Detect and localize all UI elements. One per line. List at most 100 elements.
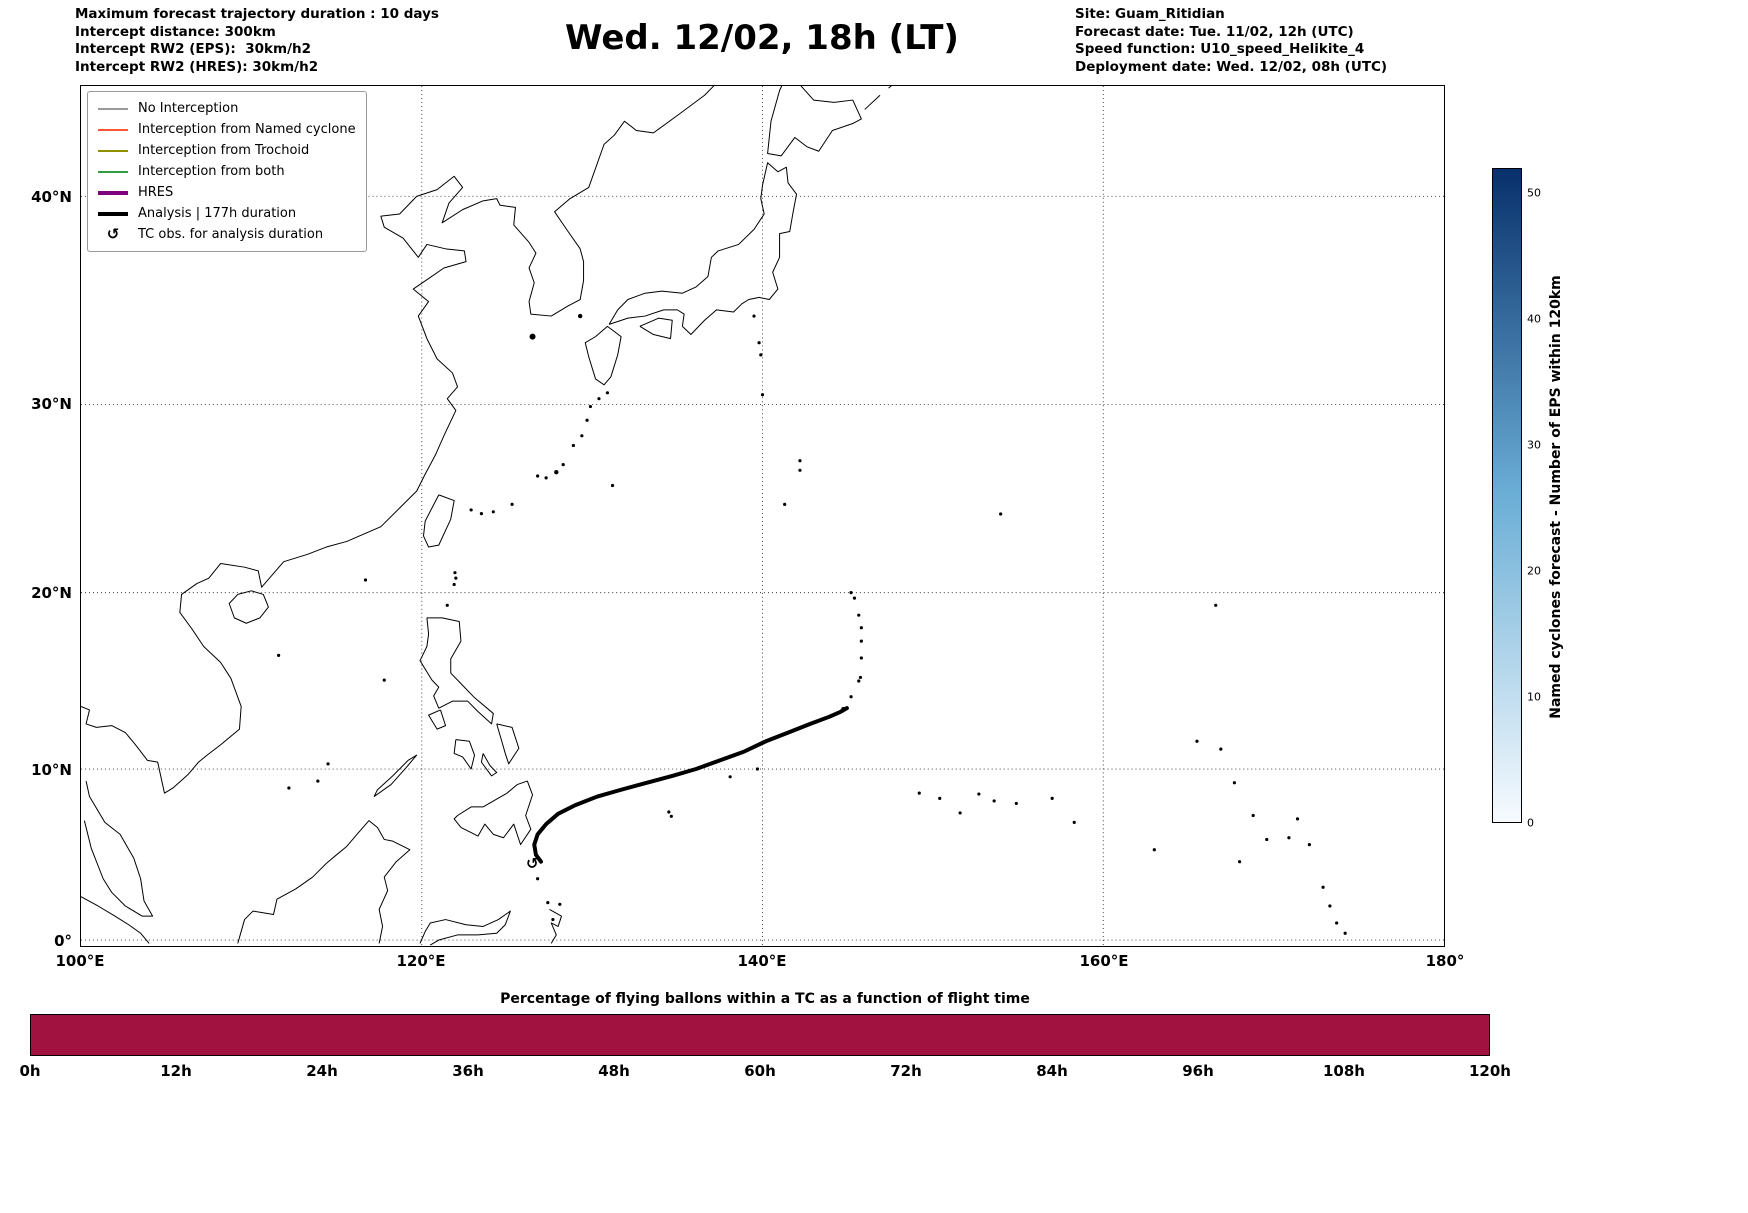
y-tick-label-20n: 20°N bbox=[31, 584, 72, 602]
y-tick-label-10n: 10°N bbox=[31, 761, 72, 779]
island-dot bbox=[798, 468, 802, 472]
map-canvas: ↺ bbox=[81, 86, 1444, 946]
time-tick-120h: 120h bbox=[1469, 1062, 1511, 1080]
y-tick-label-0: 0° bbox=[54, 932, 72, 950]
legend-line-sample bbox=[98, 211, 128, 216]
legend-label: No Interception bbox=[138, 101, 239, 116]
legend-item-named-cyclone: Interception from Named cyclone bbox=[98, 119, 356, 140]
bottom-chart-title: Percentage of flying ballons within a TC… bbox=[500, 991, 1030, 1007]
coastline bbox=[83, 780, 154, 917]
site-line-deployment: Deployment date: Wed. 12/02, 08h (UTC) bbox=[1075, 58, 1388, 75]
island-dot bbox=[1335, 921, 1339, 925]
island-dot bbox=[857, 613, 861, 617]
y-tick-label-40n: 40°N bbox=[31, 188, 72, 206]
island-dot bbox=[938, 796, 942, 800]
island-dot bbox=[917, 791, 921, 795]
legend-line-sample bbox=[98, 170, 128, 173]
param-line-rw2-hres: Intercept RW2 (HRES): 30km/h2 bbox=[75, 58, 319, 75]
island-dot bbox=[798, 459, 802, 463]
coastline bbox=[373, 754, 418, 797]
island-dot bbox=[1287, 836, 1291, 840]
island-dot bbox=[859, 656, 863, 660]
island-dot bbox=[849, 591, 853, 595]
island-dot bbox=[977, 792, 981, 796]
island-dot bbox=[1343, 931, 1347, 935]
island-dot bbox=[1307, 843, 1311, 847]
params-block: Maximum forecast trajectory duration : 1… bbox=[75, 6, 439, 76]
island-dot bbox=[1219, 747, 1223, 751]
island-dot bbox=[445, 603, 449, 607]
island-dot bbox=[326, 762, 330, 766]
site-line-site: Site: Guam_Ritidian bbox=[1075, 6, 1225, 22]
coastline bbox=[888, 86, 892, 89]
x-tick-label-160e: 160°E bbox=[1079, 952, 1129, 970]
legend-item-tc-obs: ↺ TC obs. for analysis duration bbox=[98, 224, 356, 245]
legend-item-analysis: Analysis | 177h duration bbox=[98, 203, 356, 224]
island-dot bbox=[849, 695, 853, 699]
x-tick-label-100e: 100°E bbox=[55, 952, 105, 970]
coastline bbox=[419, 617, 494, 725]
island-dot bbox=[453, 571, 457, 575]
island-dot bbox=[577, 313, 583, 319]
legend-line-sample bbox=[98, 149, 128, 152]
legend-line-sample bbox=[98, 107, 128, 110]
coastline bbox=[608, 162, 798, 336]
x-tick-label-120e: 120°E bbox=[396, 952, 446, 970]
time-tick-36h: 36h bbox=[452, 1062, 484, 1080]
colorbar-tick-30: 30 bbox=[1527, 438, 1541, 452]
island-dot bbox=[1014, 801, 1018, 806]
island-dot bbox=[1295, 817, 1300, 821]
island-dot bbox=[859, 626, 863, 630]
island-dot bbox=[454, 576, 458, 580]
island-dot bbox=[1251, 813, 1255, 818]
island-dot bbox=[277, 653, 281, 657]
island-dot bbox=[536, 474, 540, 478]
colorbar-tick-40: 40 bbox=[1527, 312, 1541, 326]
island-dot bbox=[859, 639, 863, 643]
island-dot bbox=[1238, 860, 1242, 864]
legend-item-hres: HRES bbox=[98, 182, 356, 203]
legend-label: TC obs. for analysis duration bbox=[138, 227, 324, 242]
island-dot bbox=[536, 877, 540, 881]
param-line-rw2-eps: Intercept RW2 (EPS): 30km/h2 bbox=[75, 41, 311, 57]
time-tick-84h: 84h bbox=[1036, 1062, 1068, 1080]
island-dot bbox=[1321, 885, 1325, 889]
time-tick-60h: 60h bbox=[744, 1062, 776, 1080]
coastline bbox=[480, 753, 498, 777]
legend-label: Interception from Named cyclone bbox=[138, 122, 356, 137]
island-dot bbox=[1232, 781, 1237, 785]
coastline bbox=[237, 820, 411, 944]
island-dot bbox=[287, 786, 291, 790]
coastline bbox=[453, 739, 476, 770]
colorbar-tick-50: 50 bbox=[1527, 186, 1541, 200]
legend-item-no-interception: No Interception bbox=[98, 98, 356, 119]
island-dot bbox=[510, 502, 514, 506]
coastline bbox=[767, 86, 862, 157]
island-dot bbox=[479, 512, 484, 516]
island-dot bbox=[992, 799, 996, 803]
island-dot bbox=[1195, 739, 1199, 743]
param-line-distance: Intercept distance: 300km bbox=[75, 23, 276, 40]
island-dot bbox=[1072, 820, 1076, 824]
island-dot bbox=[760, 393, 765, 397]
time-tick-24h: 24h bbox=[306, 1062, 338, 1080]
colorbar-label: Named cyclones forecast - Number of EPS … bbox=[1548, 275, 1564, 719]
island-dot bbox=[605, 391, 610, 395]
island-dot bbox=[1214, 603, 1218, 607]
legend-label: HRES bbox=[138, 185, 174, 200]
island-dot bbox=[1265, 837, 1269, 842]
coastline bbox=[864, 94, 881, 110]
time-tick-108h: 108h bbox=[1323, 1062, 1365, 1080]
island-dot bbox=[382, 678, 386, 682]
colorbar-tick-20: 20 bbox=[1527, 564, 1541, 578]
island-dot bbox=[571, 443, 575, 448]
island-dot bbox=[544, 476, 548, 480]
colorbar-tick-0: 0 bbox=[1527, 816, 1534, 830]
balloon-percentage-bar bbox=[30, 1014, 1490, 1056]
time-tick-0h: 0h bbox=[19, 1062, 41, 1080]
legend-item-both: Interception from both bbox=[98, 161, 356, 182]
coastline bbox=[228, 590, 269, 624]
island-dot bbox=[752, 314, 756, 318]
y-tick-label-30n: 30°N bbox=[31, 395, 72, 413]
